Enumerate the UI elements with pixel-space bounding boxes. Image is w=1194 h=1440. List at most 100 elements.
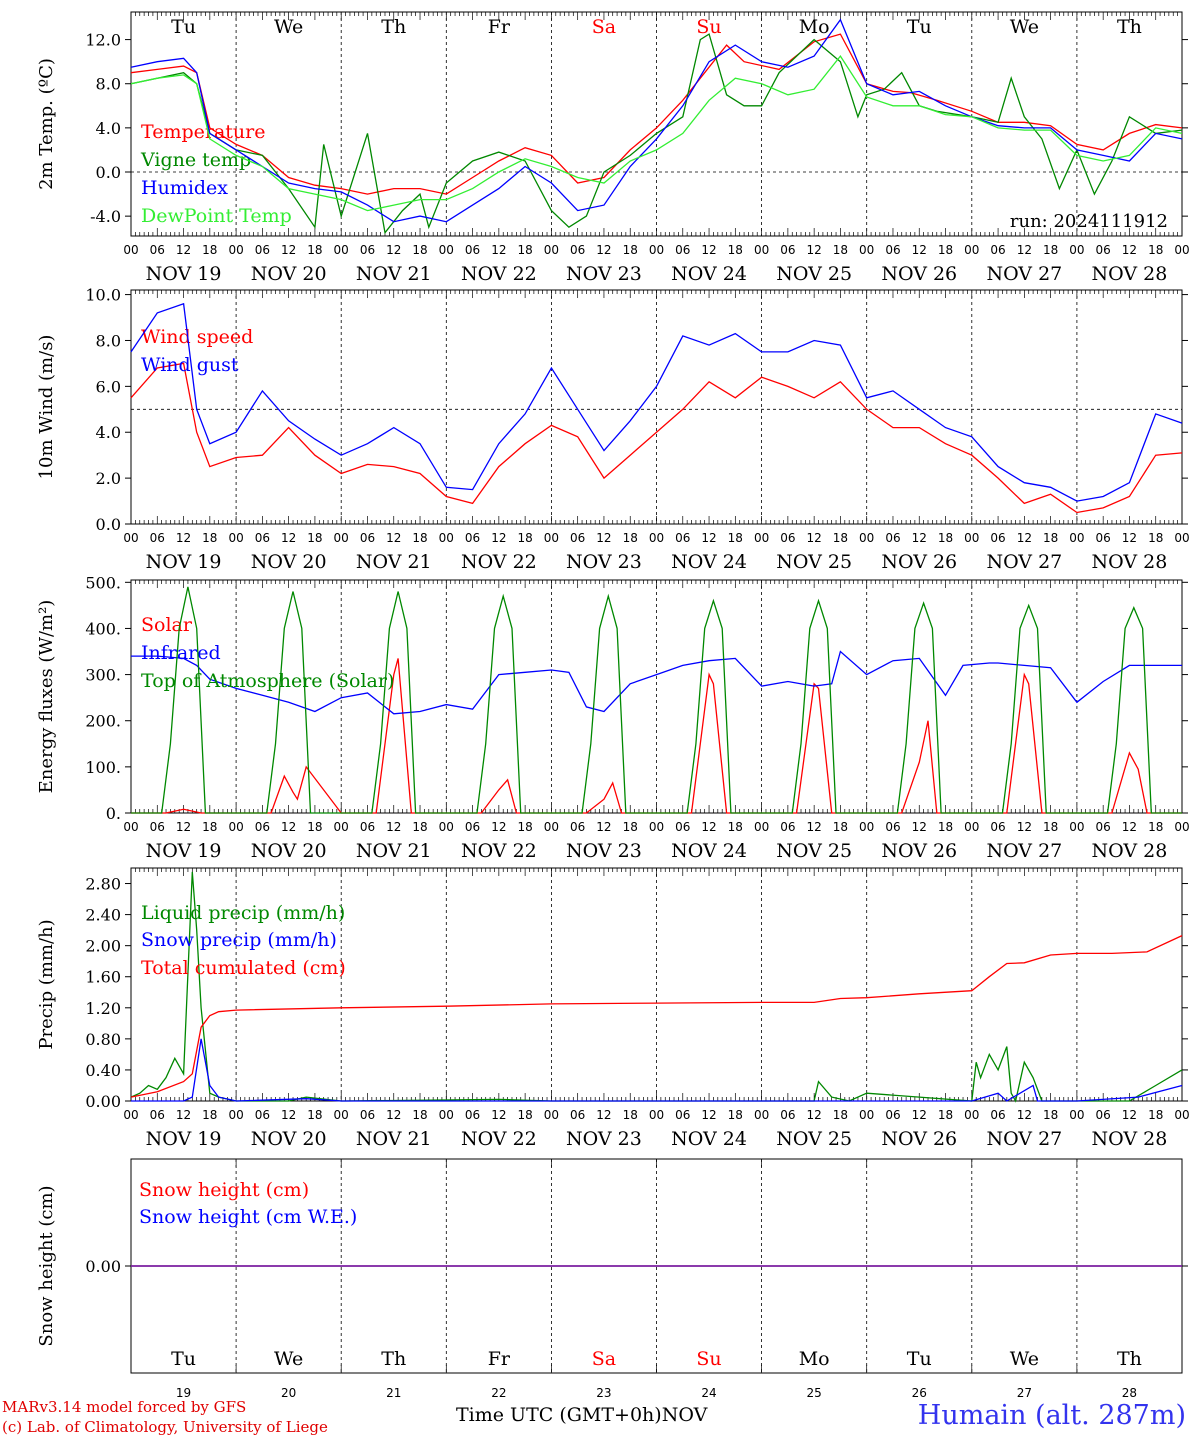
x-hour-label: 18 (517, 531, 532, 545)
x-hour-label: 12 (912, 820, 927, 834)
series-line-total-cumulated-cm- (130, 935, 1183, 1098)
x-hour-label: 06 (465, 820, 480, 834)
y-tick-label: 4.0 (96, 423, 121, 442)
x-day-label: NOV 28 (1092, 551, 1168, 573)
x-hour-label: 06 (150, 820, 165, 834)
x-hour-label: 06 (360, 1108, 375, 1122)
x-hour-label: 18 (517, 1108, 532, 1122)
x-hour-label: 12 (807, 820, 822, 834)
x-hour-label: 00 (649, 1108, 664, 1122)
x-hour-label: 12 (1122, 531, 1137, 545)
legend-entry: Liquid precip (mm/h) (141, 902, 345, 924)
y-axis-label: 2m Temp. (ºC) (36, 58, 57, 190)
x-hour-label: 18 (728, 820, 743, 834)
x-hour-label: 18 (1043, 1108, 1058, 1122)
x-hour-label: 06 (885, 1108, 900, 1122)
x-hour-label: 06 (675, 1108, 690, 1122)
x-hour-label: 12 (596, 1108, 611, 1122)
x-hour-label: 18 (833, 1108, 848, 1122)
x-hour-label: 00 (334, 820, 349, 834)
x-hour-label: 06 (150, 1108, 165, 1122)
legend-entry: Wind speed (141, 326, 253, 348)
x-hour-label: 06 (360, 243, 375, 257)
x-hour-label: 18 (938, 820, 953, 834)
x-hour-label: 18 (1043, 531, 1058, 545)
x-hour-label: 06 (780, 820, 795, 834)
x-hour-label: 06 (675, 820, 690, 834)
x-hour-label: 00 (754, 1108, 769, 1122)
x-hour-label: 00 (334, 243, 349, 257)
x-hour-label: 00 (1174, 243, 1189, 257)
y-tick-label: 0.40 (85, 1061, 121, 1080)
x-day-label: NOV 23 (566, 840, 642, 862)
legend-entry: Humidex (141, 177, 228, 199)
series-line-snow-precip-mm-h- (131, 1038, 1183, 1102)
x-hour-label: 06 (570, 531, 585, 545)
x-hour-label: 00 (1174, 531, 1189, 545)
x-hour-label: 12 (807, 1108, 822, 1122)
x-hour-label: 06 (570, 1108, 585, 1122)
x-day-label: NOV 22 (461, 263, 537, 285)
weekday-label: Th (381, 1348, 406, 1370)
x-hour-label: 00 (754, 243, 769, 257)
x-hour-label: 06 (990, 820, 1005, 834)
day-number-label: 26 (912, 1386, 927, 1400)
x-hour-label: 12 (281, 820, 296, 834)
y-tick-label: 0.80 (85, 1030, 121, 1049)
x-hour-label: 12 (701, 1108, 716, 1122)
series-line-top-of-atmosphere-solar- (131, 586, 1182, 814)
x-hour-label: 06 (255, 1108, 270, 1122)
x-day-label: NOV 25 (776, 840, 852, 862)
x-day-label: NOV 23 (566, 1128, 642, 1150)
day-number-label: 20 (281, 1386, 296, 1400)
x-hour-label: 12 (491, 1108, 506, 1122)
x-hour-label: 00 (123, 820, 138, 834)
x-hour-label: 12 (807, 243, 822, 257)
x-day-label: NOV 21 (356, 1128, 432, 1150)
x-hour-label: 18 (517, 243, 532, 257)
x-hour-label: 18 (1043, 820, 1058, 834)
series-line-dewpoint-temp (130, 54, 1183, 212)
x-hour-label: 12 (1017, 820, 1032, 834)
x-hour-label: 18 (623, 820, 638, 834)
weekday-label: Fr (488, 16, 511, 38)
x-hour-label: 12 (1017, 243, 1032, 257)
day-number-label: 24 (701, 1386, 716, 1400)
x-day-label: NOV 22 (461, 551, 537, 573)
y-tick-label: 300. (85, 666, 121, 685)
x-hour-label: 12 (1122, 820, 1137, 834)
station-label: Humain (alt. 287m) (917, 1400, 1186, 1431)
y-axis-label: Precip (mm/h) (36, 919, 57, 1049)
x-hour-label: 00 (859, 820, 874, 834)
x-hour-label: 12 (176, 243, 191, 257)
time-axis-label: Time UTC (GMT+0h)NOV (456, 1404, 707, 1426)
x-hour-label: 12 (701, 820, 716, 834)
series-line-temperature (130, 33, 1183, 195)
x-hour-label: 18 (412, 243, 427, 257)
x-day-label: NOV 19 (146, 263, 222, 285)
x-day-label: NOV 20 (251, 840, 327, 862)
x-day-label: NOV 23 (566, 263, 642, 285)
x-day-label: NOV 28 (1092, 840, 1168, 862)
y-axis-label: Snow height (cm) (36, 1185, 57, 1346)
x-hour-label: 12 (596, 243, 611, 257)
x-hour-label: 18 (412, 531, 427, 545)
x-hour-label: 12 (176, 1108, 191, 1122)
x-hour-label: 06 (465, 531, 480, 545)
x-day-label: NOV 22 (461, 1128, 537, 1150)
x-hour-label: 18 (1148, 1108, 1163, 1122)
legend-entry: Infrared (141, 642, 221, 664)
x-hour-label: 00 (544, 820, 559, 834)
x-hour-label: 06 (360, 531, 375, 545)
x-hour-label: 00 (1174, 820, 1189, 834)
y-tick-label: 6.0 (96, 377, 121, 396)
y-tick-label: -4.0 (90, 207, 121, 226)
weekday-label: Su (696, 16, 721, 38)
x-hour-label: 06 (465, 243, 480, 257)
x-hour-label: 00 (964, 820, 979, 834)
x-hour-label: 18 (623, 531, 638, 545)
x-hour-label: 00 (1069, 531, 1084, 545)
x-day-label: NOV 21 (356, 263, 432, 285)
x-day-label: NOV 24 (671, 1128, 747, 1150)
month-label: NOV (661, 1404, 708, 1426)
